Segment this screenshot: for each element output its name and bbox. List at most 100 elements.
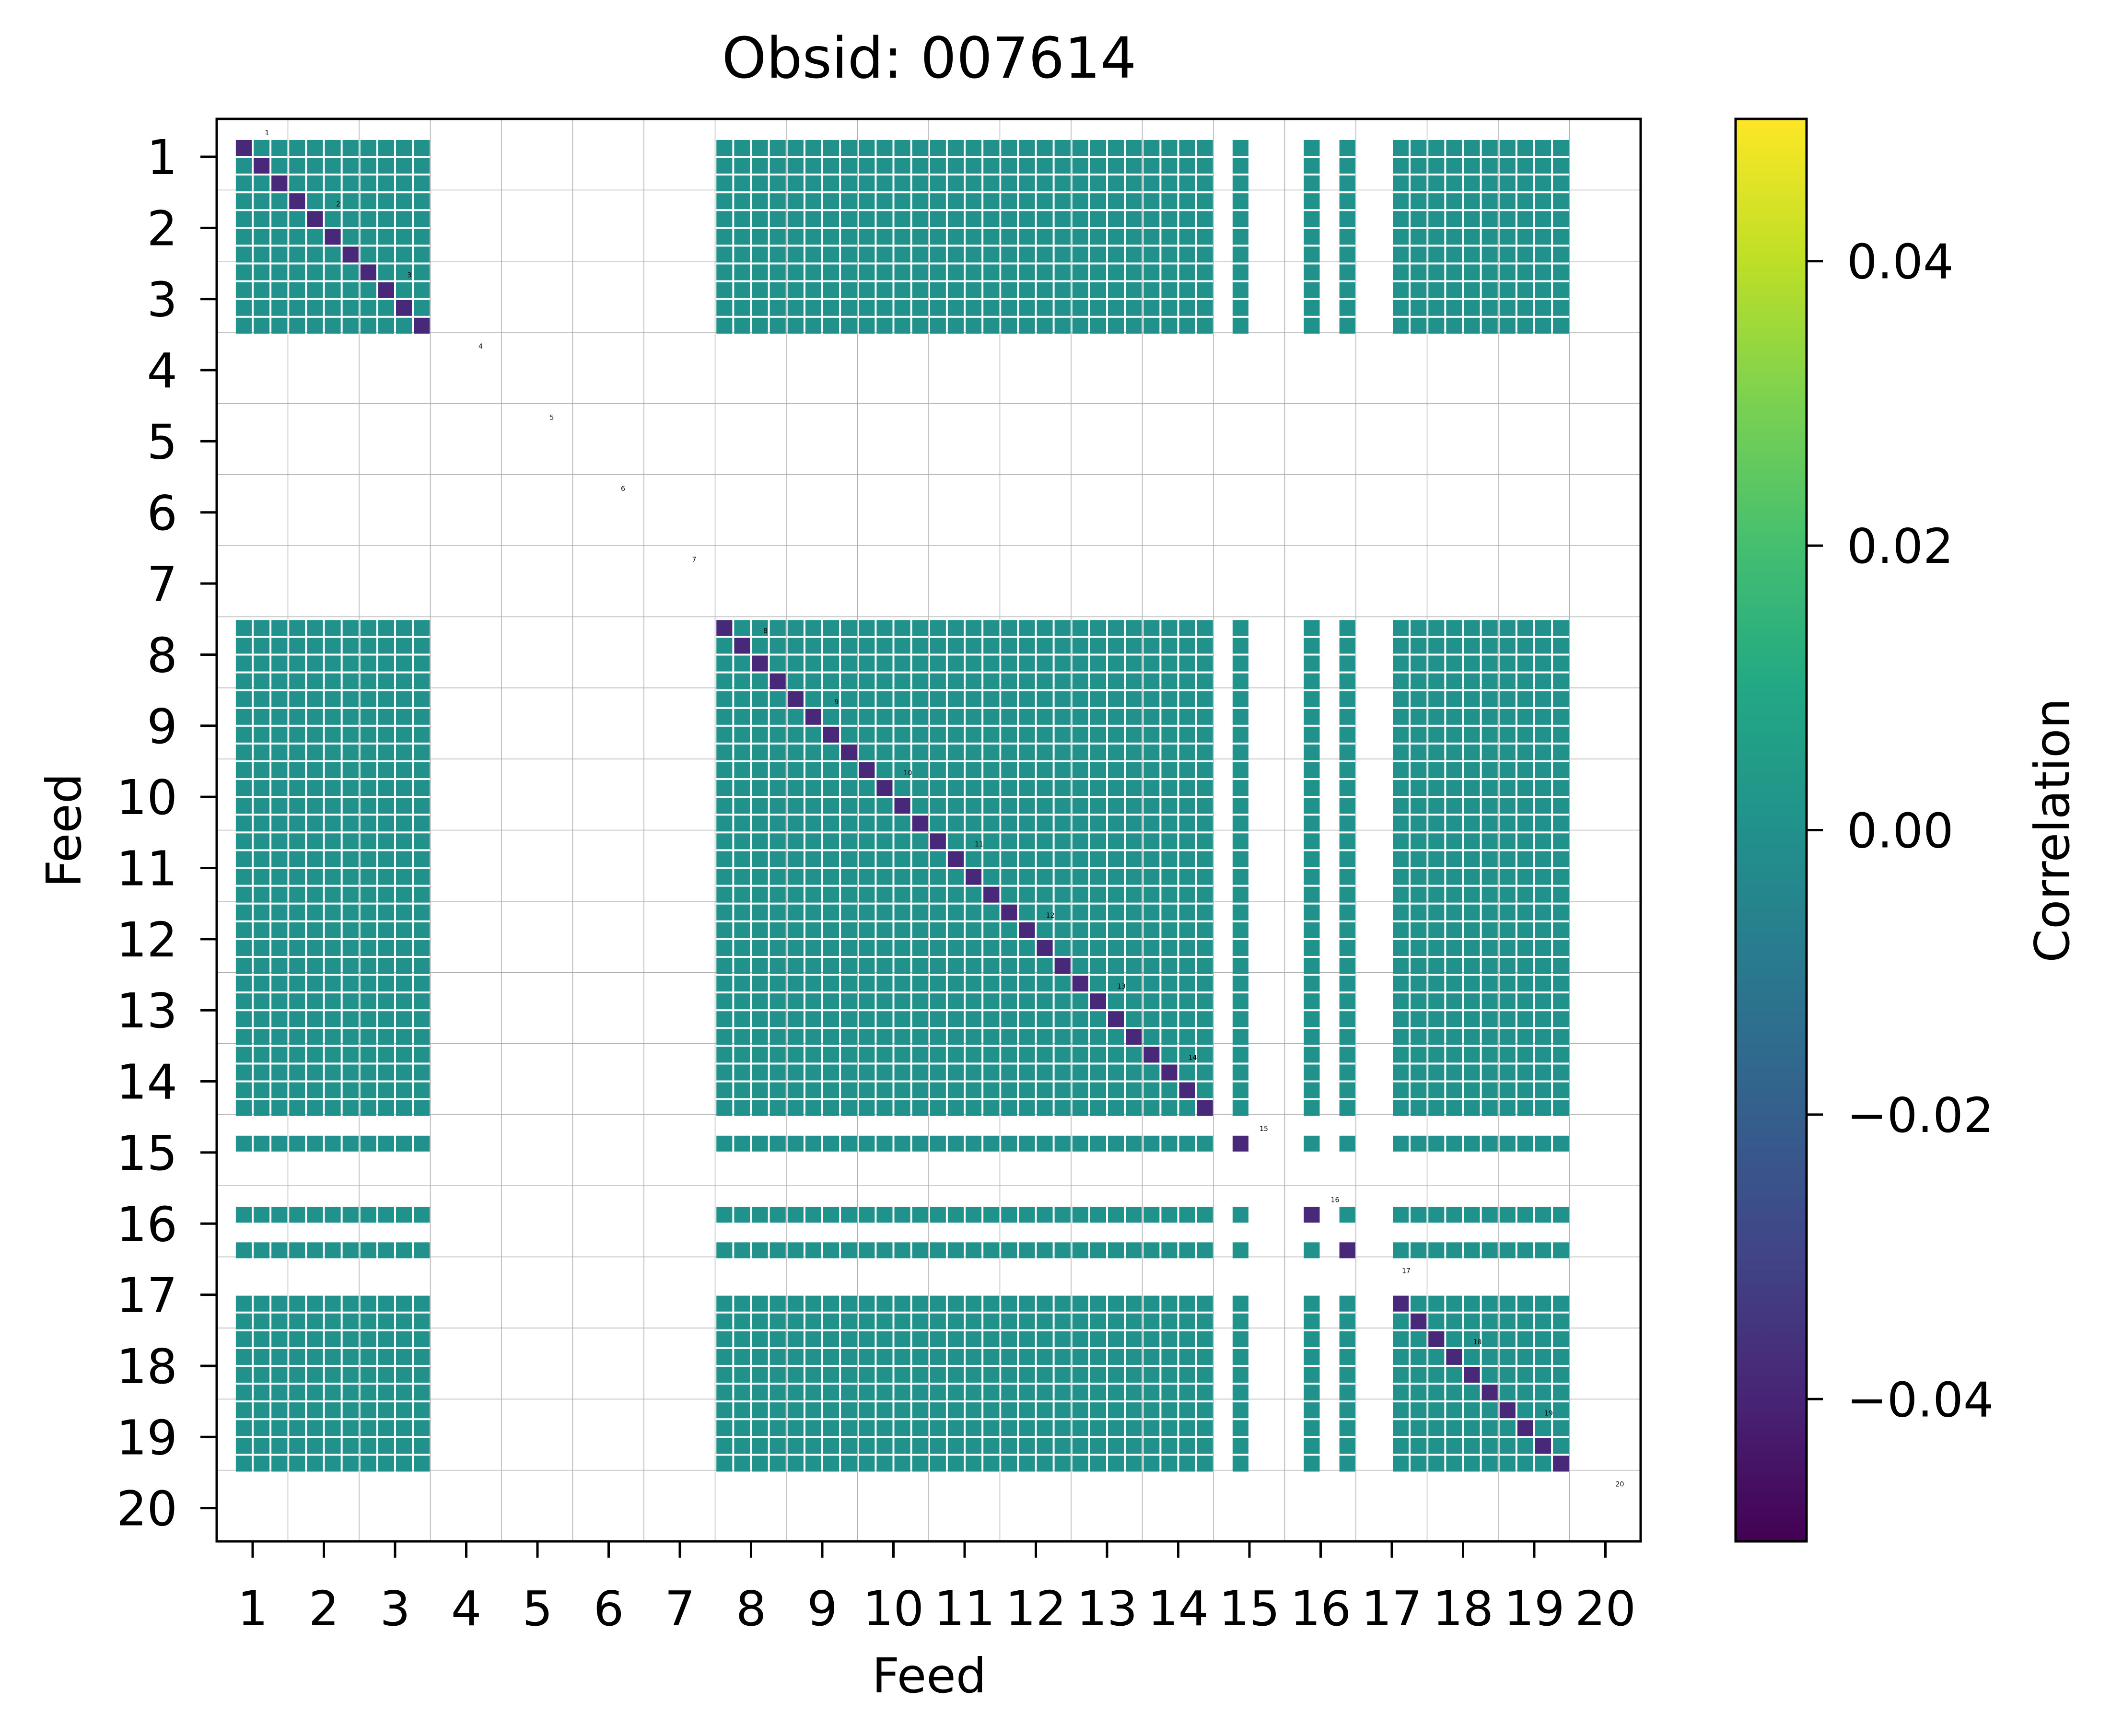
correlation-cell — [235, 1313, 252, 1329]
correlation-cell — [1090, 1082, 1106, 1098]
correlation-cell — [1090, 158, 1106, 174]
correlation-cell — [876, 762, 893, 779]
correlation-cell — [1072, 229, 1088, 245]
correlation-cell — [1464, 1349, 1480, 1365]
correlation-cell — [1090, 1011, 1106, 1027]
correlation-cell — [1517, 1295, 1533, 1312]
correlation-cell — [1090, 1349, 1106, 1365]
correlation-cell — [1393, 726, 1409, 743]
correlation-cell — [1232, 940, 1248, 956]
correlation-cell — [1464, 709, 1480, 725]
correlation-cell — [1428, 762, 1445, 779]
correlation-cell — [752, 1331, 768, 1347]
correlation-cell — [930, 1402, 946, 1419]
correlation-cell — [983, 762, 1000, 779]
correlation-cell — [1232, 869, 1248, 885]
correlation-cell — [983, 1366, 1000, 1383]
correlation-cell — [235, 1456, 252, 1472]
correlation-cell — [1197, 300, 1213, 316]
correlation-cell — [752, 762, 768, 779]
correlation-cell — [289, 922, 305, 938]
correlation-cell — [378, 1011, 394, 1027]
correlation-cell — [1304, 833, 1320, 850]
x-tick-label: 18 — [1433, 1581, 1493, 1637]
correlation-cell — [1446, 922, 1462, 938]
correlation-cell — [396, 673, 412, 689]
correlation-cell — [1001, 1331, 1017, 1347]
diagonal-cell — [1428, 1331, 1445, 1347]
diagonal-cell — [271, 175, 288, 192]
y-tick-label: 16 — [117, 1196, 177, 1252]
correlation-cell — [1535, 869, 1551, 885]
correlation-cell — [1126, 940, 1142, 956]
correlation-cell — [1143, 726, 1160, 743]
correlation-cell — [1481, 1402, 1498, 1419]
correlation-cell — [947, 922, 964, 938]
correlation-cell — [752, 300, 768, 316]
correlation-cell — [894, 1047, 910, 1063]
correlation-cell — [1464, 1331, 1480, 1347]
correlation-cell — [1001, 1135, 1017, 1152]
correlation-cell — [1019, 1402, 1035, 1419]
correlation-cell — [1108, 1366, 1124, 1383]
correlation-cell — [716, 211, 733, 227]
correlation-cell — [912, 620, 928, 636]
correlation-cell — [1019, 1064, 1035, 1081]
correlation-cell — [396, 816, 412, 832]
correlation-cell — [805, 1207, 821, 1223]
correlation-cell — [1464, 655, 1480, 672]
correlation-cell — [1090, 976, 1106, 992]
correlation-cell — [396, 158, 412, 174]
correlation-cell — [1197, 709, 1213, 725]
correlation-cell — [1481, 1366, 1498, 1383]
correlation-cell — [1428, 1047, 1445, 1063]
correlation-cell — [787, 1135, 804, 1152]
correlation-cell — [1090, 317, 1106, 334]
correlation-cell — [1428, 957, 1445, 974]
correlation-cell — [414, 1438, 430, 1454]
correlation-cell — [1411, 709, 1427, 725]
correlation-cell — [1037, 175, 1053, 192]
correlation-cell — [1054, 762, 1071, 779]
correlation-cell — [930, 726, 946, 743]
correlation-cell — [235, 869, 252, 885]
correlation-cell — [325, 1295, 341, 1312]
correlation-cell — [823, 229, 840, 245]
correlation-cell — [1072, 869, 1088, 885]
correlation-cell — [1072, 1438, 1088, 1454]
correlation-cell — [716, 762, 733, 779]
correlation-cell — [983, 1420, 1000, 1436]
correlation-cell — [841, 1349, 857, 1365]
correlation-cell — [396, 833, 412, 850]
correlation-cell — [325, 1366, 341, 1383]
correlation-cell — [752, 957, 768, 974]
correlation-cell — [1054, 780, 1071, 796]
correlation-cell — [1411, 1100, 1427, 1116]
correlation-cell — [1232, 1207, 1248, 1223]
correlation-cell — [1072, 1135, 1088, 1152]
correlation-cell — [805, 1349, 821, 1365]
correlation-cell — [1179, 957, 1195, 974]
correlation-cell — [342, 1207, 359, 1223]
correlation-cell — [1393, 1366, 1409, 1383]
correlation-cell — [805, 620, 821, 636]
correlation-cell — [289, 904, 305, 920]
correlation-cell — [1001, 1349, 1017, 1365]
correlation-cell — [235, 1047, 252, 1063]
correlation-cell — [752, 1402, 768, 1419]
correlation-cell — [1126, 726, 1142, 743]
correlation-cell — [770, 282, 786, 298]
correlation-cell — [342, 1366, 359, 1383]
correlation-cell — [1535, 282, 1551, 298]
correlation-cell — [396, 1047, 412, 1063]
correlation-cell — [1517, 780, 1533, 796]
correlation-cell — [378, 1082, 394, 1098]
correlation-cell — [787, 940, 804, 956]
correlation-cell — [1393, 816, 1409, 832]
correlation-cell — [254, 993, 270, 1010]
correlation-cell — [983, 904, 1000, 920]
correlation-cell — [1446, 1385, 1462, 1401]
correlation-cell — [325, 1011, 341, 1027]
diagonal-cell — [1393, 1295, 1409, 1312]
correlation-cell — [787, 211, 804, 227]
